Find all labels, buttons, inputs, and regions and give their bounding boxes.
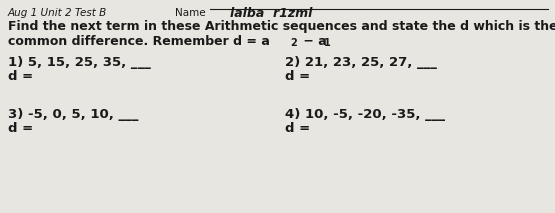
Text: 1: 1	[324, 38, 331, 48]
Text: d =: d =	[8, 122, 33, 135]
Text: Aug 1 Unit 2 Test B: Aug 1 Unit 2 Test B	[8, 8, 107, 18]
Text: 3) -5, 0, 5, 10, ___: 3) -5, 0, 5, 10, ___	[8, 108, 138, 121]
Text: d =: d =	[8, 70, 33, 83]
Text: d =: d =	[285, 122, 310, 135]
Text: 1) 5, 15, 25, 35, ___: 1) 5, 15, 25, 35, ___	[8, 56, 151, 69]
Text: Find the next term in these Arithmetic sequences and state the d which is the: Find the next term in these Arithmetic s…	[8, 20, 555, 33]
Text: 2) 21, 23, 25, 27, ___: 2) 21, 23, 25, 27, ___	[285, 56, 437, 69]
Text: lalba  r1zml: lalba r1zml	[230, 7, 312, 20]
Text: d =: d =	[285, 70, 310, 83]
Text: Name: Name	[175, 8, 205, 18]
Text: − a: − a	[299, 35, 327, 48]
Text: 4) 10, -5, -20, -35, ___: 4) 10, -5, -20, -35, ___	[285, 108, 445, 121]
Text: 2: 2	[290, 38, 297, 48]
Text: common difference. Remember d = a: common difference. Remember d = a	[8, 35, 270, 48]
